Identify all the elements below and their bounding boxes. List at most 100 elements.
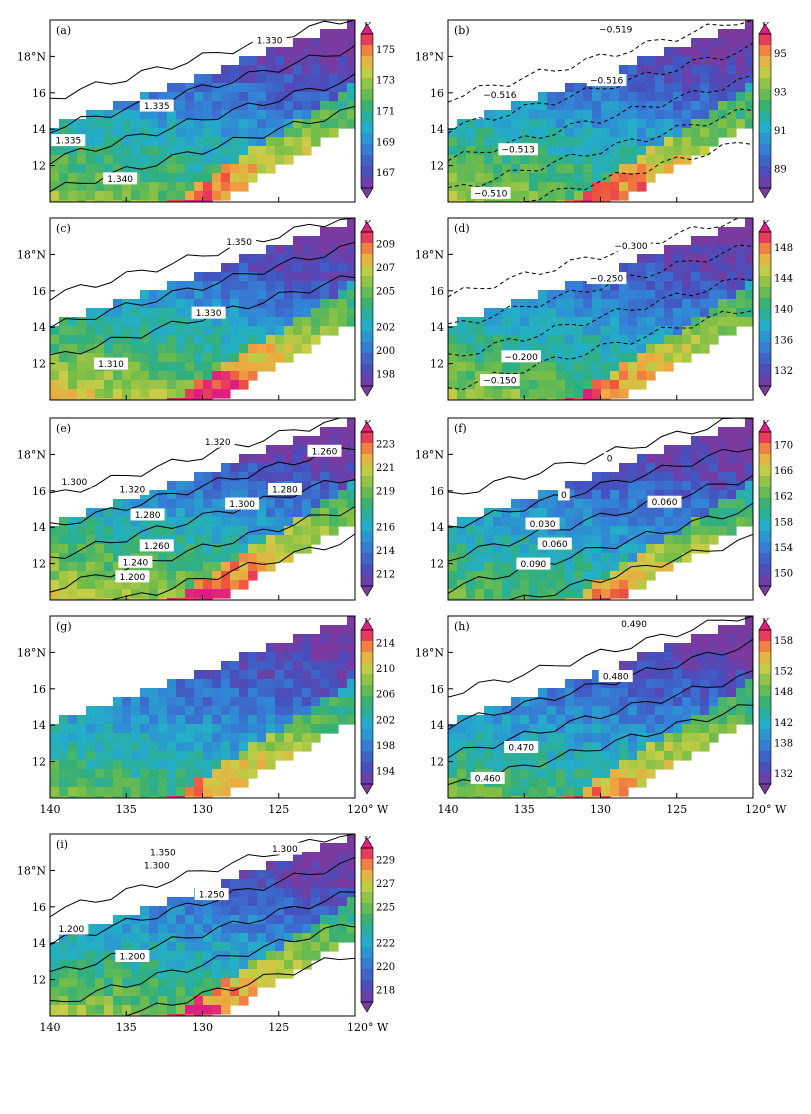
heatmap-cell [302,499,312,509]
heatmap-cell [745,29,753,39]
heatmap-cell [466,128,476,138]
heatmap-cell [221,281,231,291]
heatmap-cell [529,173,539,183]
heatmap-cell [628,715,638,725]
heatmap-cell [673,517,683,527]
heatmap-cell [221,906,231,916]
heatmap-cell [520,317,530,327]
heatmap-cell [448,137,458,147]
heatmap-cell [628,353,638,363]
heatmap-cell [86,164,96,174]
heatmap-cell [230,317,240,327]
heatmap-cell [77,371,87,381]
heatmap-cell [275,445,285,455]
heatmap-cell [176,688,186,698]
heatmap-cell [221,65,231,75]
heatmap-cell [329,499,339,509]
heatmap-cell [347,897,355,907]
panel-c: 1.3501.3301.310(c)18°N161412K20920720520… [17,217,395,401]
heatmap-cell [619,706,629,716]
heatmap-cell [149,915,159,925]
heatmap-cell [311,852,321,862]
heatmap-cell [592,137,602,147]
contour-label: 1.280 [135,511,161,521]
heatmap-cell [149,290,159,300]
heatmap-cell [113,326,123,336]
heatmap-cell [529,571,539,581]
heatmap-cell [311,263,321,273]
colorbar-tick-label: 158 [774,517,793,528]
heatmap-cell [538,371,548,381]
heatmap-cell [583,508,593,518]
colorbar-segment [361,476,373,488]
heatmap-cell [718,508,728,518]
colorbar-segment [759,34,771,46]
heatmap-cell [302,299,312,309]
x-tick-label: 120° W [745,803,787,816]
heatmap-cell [104,335,114,345]
heatmap-cell [457,751,467,761]
heatmap-cell [176,733,186,743]
heatmap-cell [529,589,539,599]
heatmap-cell [583,380,593,390]
heatmap-cell [646,517,656,527]
heatmap-cell [194,589,204,599]
heatmap-cell [547,299,557,309]
heatmap-cell [556,92,566,102]
heatmap-cell [131,137,141,147]
heatmap-cell [329,906,339,916]
heatmap-cell [68,389,78,399]
heatmap-cell [511,787,521,797]
heatmap-cell [466,353,476,363]
heatmap-cell [646,263,656,273]
heatmap-cell [248,472,258,482]
heatmap-cell [158,987,168,997]
heatmap-cell [293,643,303,653]
heatmap-cell [284,317,294,327]
heatmap-cell [664,472,674,482]
heatmap-cell [149,526,159,536]
heatmap-cell [329,38,339,48]
heatmap-cell [502,110,512,120]
heatmap-cell [131,969,141,979]
heatmap-cell [194,571,204,581]
heatmap-cell [266,870,276,880]
y-tick-label: 14 [32,521,46,534]
heatmap-cell [484,308,494,318]
heatmap-cell [475,389,485,399]
heatmap-cell [709,490,719,500]
heatmap-cell [347,20,355,30]
heatmap-cell [59,164,69,174]
heatmap-cell [230,706,240,716]
heatmap-cell [457,326,467,336]
heatmap-cell [673,308,683,318]
heatmap-cell [140,960,150,970]
colorbar-segment [759,67,771,79]
heatmap-cell [736,652,746,662]
heatmap-cell [700,254,710,264]
heatmap-cell [131,517,141,527]
heatmap-cell [212,353,222,363]
colorbar-min-arrow [758,783,772,795]
contour-line [448,141,753,202]
heatmap-cell [77,173,87,183]
heatmap-cell [547,499,557,509]
heatmap-cell [628,137,638,147]
heatmap-cell [655,101,665,111]
heatmap-cell [574,481,584,491]
heatmap-cell [68,155,78,165]
heatmap-cell [239,56,249,66]
heatmap-cell [293,74,303,84]
heatmap-cell [601,110,611,120]
heatmap-cell [682,119,692,129]
colorbar-segment [361,45,373,57]
colorbar-min-arrow [360,385,374,397]
heatmap-cell [284,888,294,898]
heatmap-cell [185,598,195,600]
heatmap-cell [176,362,186,372]
colorbar-tick-label: 169 [376,137,395,148]
heatmap-cell [248,317,258,327]
contour-label-box [558,488,570,501]
heatmap-cell [311,526,321,536]
heatmap-cell [475,200,485,202]
